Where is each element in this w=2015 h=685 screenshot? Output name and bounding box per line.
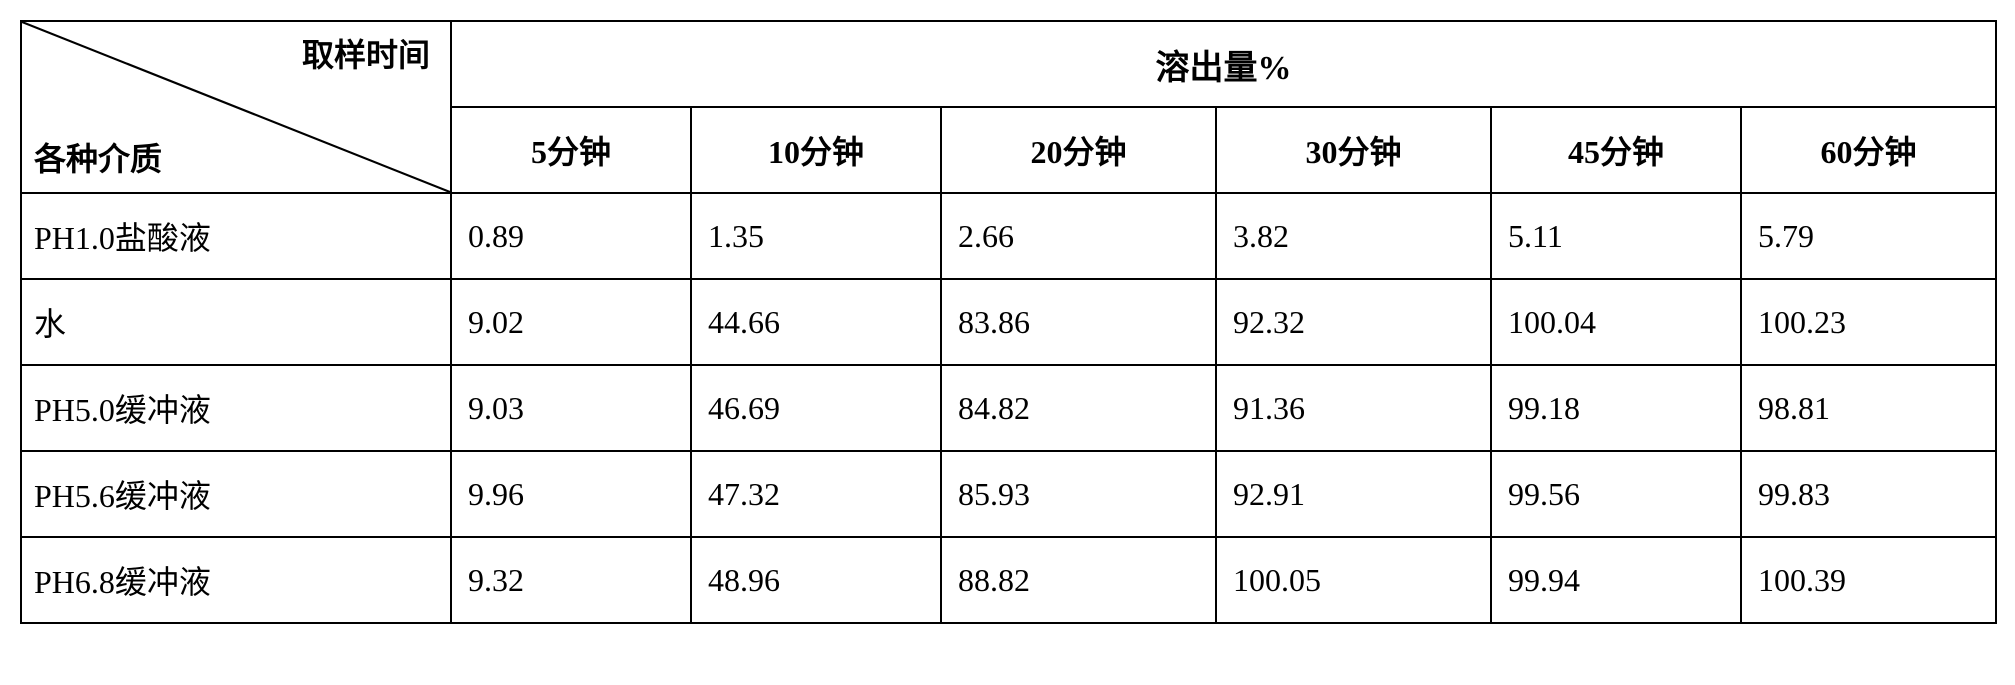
cell: 99.94	[1491, 537, 1741, 623]
cell: 9.96	[451, 451, 691, 537]
cell: 100.39	[1741, 537, 1996, 623]
cell: 85.93	[941, 451, 1216, 537]
header-row-1: 取样时间 各种介质 溶出量%	[21, 21, 1996, 107]
cell: 5.11	[1491, 193, 1741, 279]
time-col-0: 5分钟	[451, 107, 691, 193]
row-label: PH1.0盐酸液	[21, 193, 451, 279]
cell: 44.66	[691, 279, 941, 365]
row-label: PH5.6缓冲液	[21, 451, 451, 537]
cell: 99.18	[1491, 365, 1741, 451]
row-label: PH5.0缓冲液	[21, 365, 451, 451]
cell: 84.82	[941, 365, 1216, 451]
cell: 9.32	[451, 537, 691, 623]
cell: 9.03	[451, 365, 691, 451]
cell: 1.35	[691, 193, 941, 279]
cell: 100.23	[1741, 279, 1996, 365]
cell: 99.56	[1491, 451, 1741, 537]
cell: 5.79	[1741, 193, 1996, 279]
cell: 3.82	[1216, 193, 1491, 279]
cell: 100.04	[1491, 279, 1741, 365]
diagonal-bottom-label: 各种介质	[34, 134, 162, 180]
table-row: PH6.8缓冲液 9.32 48.96 88.82 100.05 99.94 1…	[21, 537, 1996, 623]
cell: 83.86	[941, 279, 1216, 365]
time-col-1: 10分钟	[691, 107, 941, 193]
cell: 99.83	[1741, 451, 1996, 537]
diagonal-top-label: 取样时间	[302, 30, 430, 76]
super-header: 溶出量%	[451, 21, 1996, 107]
cell: 2.66	[941, 193, 1216, 279]
table-row: PH1.0盐酸液 0.89 1.35 2.66 3.82 5.11 5.79	[21, 193, 1996, 279]
cell: 100.05	[1216, 537, 1491, 623]
table-row: PH5.6缓冲液 9.96 47.32 85.93 92.91 99.56 99…	[21, 451, 1996, 537]
time-col-3: 30分钟	[1216, 107, 1491, 193]
diagonal-header-cell: 取样时间 各种介质	[21, 21, 451, 193]
cell: 47.32	[691, 451, 941, 537]
time-col-2: 20分钟	[941, 107, 1216, 193]
cell: 92.32	[1216, 279, 1491, 365]
cell: 46.69	[691, 365, 941, 451]
cell: 92.91	[1216, 451, 1491, 537]
table-row: 水 9.02 44.66 83.86 92.32 100.04 100.23	[21, 279, 1996, 365]
cell: 9.02	[451, 279, 691, 365]
table-row: PH5.0缓冲液 9.03 46.69 84.82 91.36 99.18 98…	[21, 365, 1996, 451]
cell: 48.96	[691, 537, 941, 623]
row-label: PH6.8缓冲液	[21, 537, 451, 623]
time-col-5: 60分钟	[1741, 107, 1996, 193]
row-label: 水	[21, 279, 451, 365]
dissolution-table: 取样时间 各种介质 溶出量% 5分钟 10分钟 20分钟 30分钟 45分钟 6…	[20, 20, 1997, 624]
cell: 98.81	[1741, 365, 1996, 451]
time-col-4: 45分钟	[1491, 107, 1741, 193]
cell: 91.36	[1216, 365, 1491, 451]
cell: 88.82	[941, 537, 1216, 623]
cell: 0.89	[451, 193, 691, 279]
